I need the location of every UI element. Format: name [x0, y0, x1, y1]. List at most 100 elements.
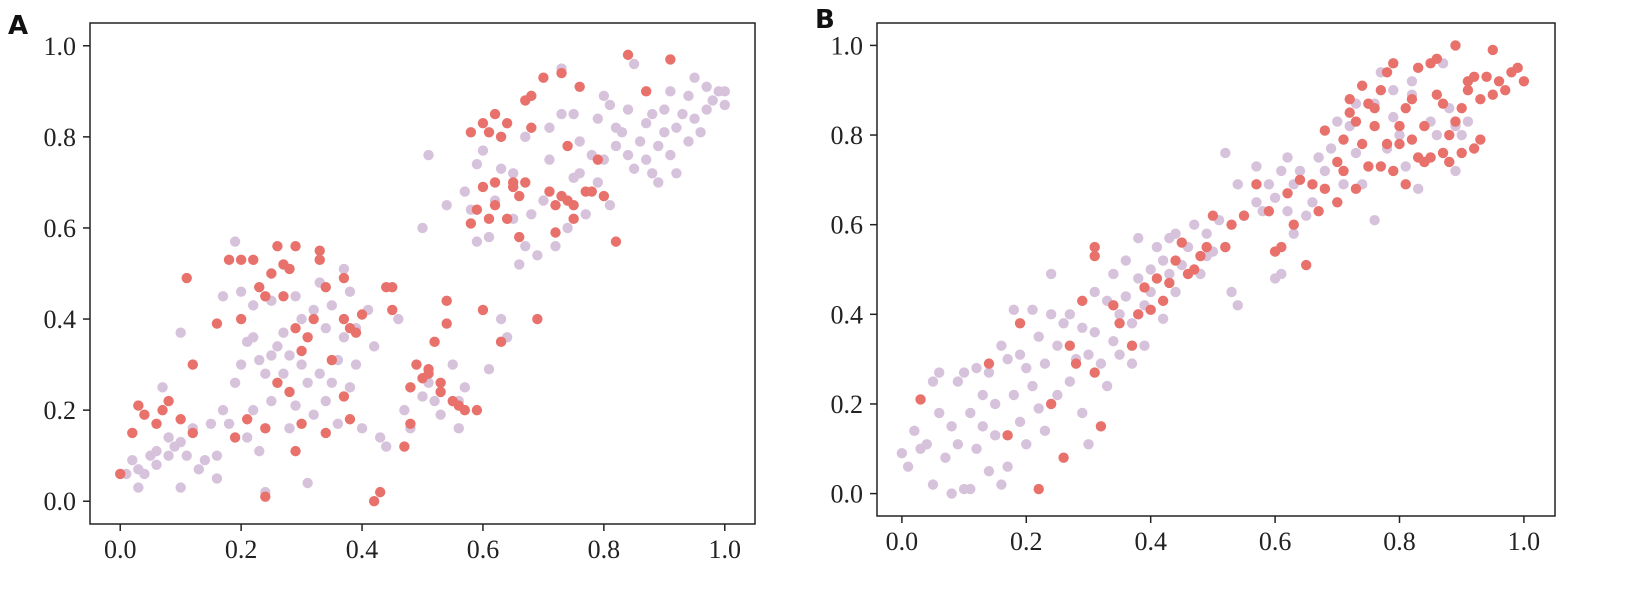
scatter-point	[441, 295, 452, 307]
scatter-point	[465, 127, 477, 138]
y-tick-label: 0.2	[831, 390, 864, 419]
scatter-point	[586, 186, 597, 197]
scatter-point	[1033, 403, 1044, 414]
scatter-point	[1381, 138, 1393, 150]
scatter-point	[1251, 161, 1262, 172]
scatter-point	[1232, 179, 1243, 190]
scatter-point	[1344, 93, 1355, 105]
scatter-point	[1014, 349, 1026, 360]
scatter-point	[1356, 80, 1368, 91]
scatter-point	[1120, 255, 1132, 266]
scatter-point	[266, 268, 277, 279]
scatter-point	[1462, 85, 1474, 96]
scatter-point	[290, 291, 301, 302]
scatter-point	[477, 145, 489, 156]
scatter-point	[254, 445, 265, 457]
scatter-point	[127, 455, 138, 466]
scatter-point	[1238, 210, 1250, 221]
scatter-point	[399, 404, 410, 416]
scatter-point	[133, 400, 144, 411]
scatter-point	[308, 409, 319, 420]
scatter-point	[1089, 327, 1100, 338]
scatter-point	[489, 108, 501, 120]
scatter-point	[429, 395, 440, 407]
scatter-point	[1456, 129, 1467, 141]
scatter-point	[290, 400, 301, 411]
scatter-point	[514, 231, 525, 243]
scatter-point	[1332, 156, 1343, 168]
scatter-point	[1450, 116, 1461, 127]
scatter-point	[701, 81, 712, 92]
scatter-point	[1195, 250, 1206, 262]
scatter-point	[946, 488, 957, 499]
scatter-point	[260, 291, 271, 302]
scatter-point	[1307, 179, 1318, 190]
scatter-point	[1462, 116, 1474, 127]
scatter-point	[1083, 439, 1094, 450]
scatter-point	[927, 376, 939, 387]
scatter-point	[1400, 102, 1411, 114]
scatter-point	[1157, 255, 1169, 266]
scatter-point	[1220, 241, 1231, 253]
scatter-point	[1207, 210, 1219, 221]
scatter-point	[374, 432, 386, 443]
scatter-point	[272, 377, 283, 389]
scatter-point	[989, 398, 1001, 410]
scatter-point	[983, 367, 995, 378]
scatter-point	[260, 491, 271, 502]
scatter-point	[1027, 380, 1038, 392]
scatter-point	[495, 336, 507, 348]
x-tick-label: 0.6	[467, 535, 500, 564]
scatter-point	[1431, 53, 1443, 65]
scatter-point	[701, 104, 712, 115]
scatter-point	[1431, 129, 1443, 141]
plot-frame-a	[89, 22, 756, 525]
scatter-point	[520, 177, 531, 188]
scatter-point	[447, 359, 458, 370]
scatter-point	[356, 309, 368, 320]
scatter-point	[133, 482, 144, 493]
y-tick-label: 0.4	[831, 300, 864, 329]
scatter-point	[1288, 228, 1299, 239]
scatter-point	[314, 245, 325, 256]
scatter-point	[320, 281, 331, 293]
scatter-point	[1089, 367, 1100, 378]
scatter-point	[1419, 120, 1430, 132]
scatter-point	[278, 291, 289, 302]
scatter-point	[1450, 40, 1461, 51]
scatter-point	[896, 448, 908, 459]
scatter-point	[471, 158, 483, 170]
scatter-point	[241, 432, 253, 443]
scatter-point	[1406, 76, 1418, 87]
y-tick-label: 0.8	[831, 121, 864, 150]
scatter-point	[556, 67, 567, 79]
scatter-point	[1052, 389, 1063, 401]
scatter-point	[647, 108, 658, 120]
scatter-point	[1189, 219, 1200, 230]
scatter-point	[405, 418, 416, 429]
scatter-point	[495, 163, 507, 174]
scatter-point	[471, 404, 483, 416]
scatter-point	[1475, 93, 1486, 105]
scatter-point	[574, 81, 585, 92]
scatter-point	[417, 391, 428, 402]
y-tick-label: 0.8	[44, 123, 77, 152]
scatter-point	[562, 222, 573, 234]
scatter-point	[435, 409, 446, 420]
plot-frame-b	[876, 22, 1556, 517]
scatter-point	[915, 394, 926, 405]
scatter-point	[707, 95, 718, 106]
scatter-point	[1133, 273, 1144, 284]
scatter-point	[1369, 102, 1380, 114]
scatter-point	[544, 186, 555, 197]
scatter-point	[574, 168, 585, 179]
scatter-point	[272, 341, 283, 352]
scatter-point	[477, 118, 489, 129]
scatter-point	[1282, 188, 1293, 199]
scatter-point	[284, 350, 295, 361]
scatter-point	[248, 332, 259, 343]
x-tick-label: 0.4	[346, 535, 379, 564]
scatter-point	[1251, 197, 1262, 208]
x-tick-label: 0.8	[588, 535, 621, 564]
scatter-point	[368, 496, 380, 507]
